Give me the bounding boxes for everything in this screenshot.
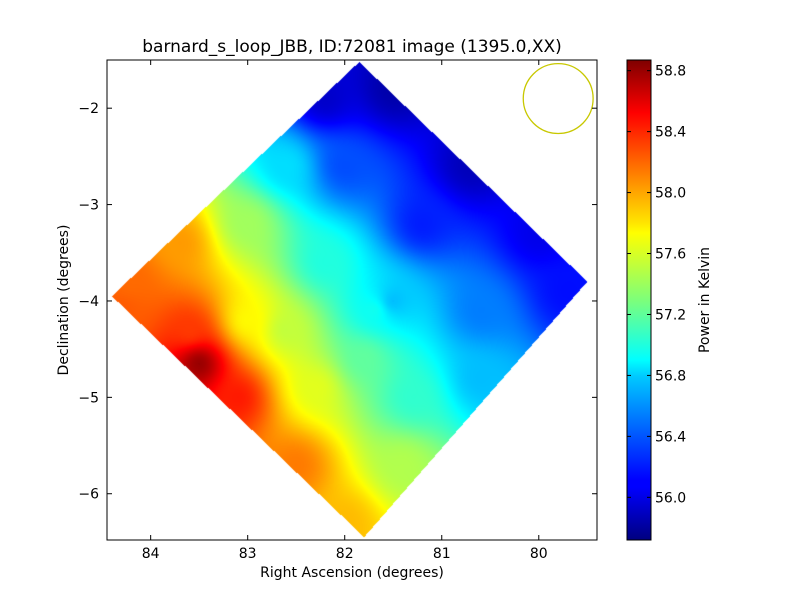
x-tick-label: 81	[433, 546, 451, 562]
colorbar	[626, 59, 652, 541]
chart-title: barnard_s_loop_JBB, ID:72081 image (1395…	[142, 37, 562, 57]
colorbar-tick-label: 56.0	[655, 490, 686, 506]
colorbar-tick-label: 58.8	[655, 64, 686, 80]
colorbar-tick-label: 56.8	[655, 368, 686, 384]
plot-frame	[106, 59, 598, 541]
x-tick-label: 83	[239, 546, 257, 562]
colorbar-tick-label: 58.0	[655, 186, 686, 202]
x-tick-label: 80	[530, 546, 548, 562]
y-tick-label: −3	[78, 198, 99, 214]
y-tick-label: −2	[78, 101, 99, 117]
x-axis-ticks: 84 83 82 81 80	[142, 60, 548, 562]
y-tick-label: −6	[78, 487, 99, 503]
colorbar-ticks: 56.0 56.4 56.8 57.2 57.6 58.0 58.4 58.8	[627, 64, 686, 506]
colorbar-tick-label: 57.2	[655, 307, 686, 323]
x-tick-label: 84	[142, 546, 160, 562]
colorbar-label: Power in Kelvin	[697, 247, 713, 353]
y-tick-label: −4	[78, 294, 99, 310]
y-axis-ticks: −2 −3 −4 −5 −6	[78, 101, 597, 503]
y-axis-label: Declination (degrees)	[56, 225, 72, 376]
heatmap-image	[107, 60, 597, 540]
x-tick-label: 82	[336, 546, 354, 562]
colorbar-tick-label: 57.6	[655, 247, 686, 263]
beam-circle	[522, 62, 594, 135]
y-tick-label: −5	[78, 390, 99, 406]
colorbar-tick-label: 56.4	[655, 429, 686, 445]
x-axis-label: Right Ascension (degrees)	[260, 565, 444, 581]
colorbar-tick-label: 58.4	[655, 125, 686, 141]
